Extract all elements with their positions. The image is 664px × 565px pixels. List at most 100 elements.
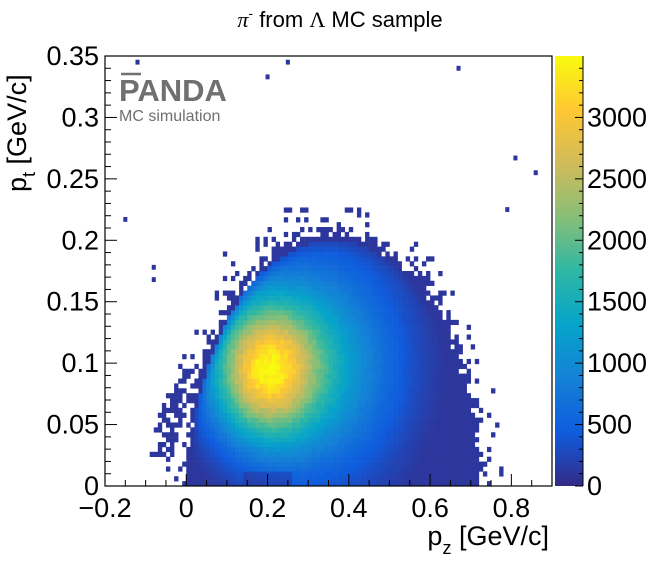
heatmap-cell [434,305,439,311]
heatmap-cell [267,358,272,365]
heatmap-cell [365,481,370,487]
heatmap-cell [417,271,423,277]
heatmap-cell [450,373,455,379]
heatmap-cell [267,354,272,360]
heatmap-cell [397,378,402,384]
heatmap-cell [377,456,382,462]
heatmap-cell [300,295,305,301]
heatmap-cell [174,412,179,418]
heatmap-cell [300,305,305,311]
heatmap-cell [291,261,297,267]
heatmap-cell [291,363,297,370]
heatmap-cell [304,319,309,326]
heatmap-cell [230,422,236,428]
heatmap-cell [413,290,419,296]
heatmap-cell [434,310,439,316]
heatmap-cell [165,446,171,453]
heatmap-cell [186,398,191,404]
heatmap-cell [328,466,333,472]
heatmap-cell [373,324,378,330]
heatmap-cell [174,407,179,414]
heatmap-cell [279,388,285,394]
heatmap-cell [438,417,443,423]
heatmap-cell [421,329,427,335]
heatmap-cell [324,383,329,389]
heatmap-cell [198,442,203,448]
heatmap-cell [397,427,402,433]
heatmap-cell [369,280,374,286]
heatmap-cell [466,427,472,433]
heatmap-cell [454,451,459,457]
heatmap-cell [230,407,236,414]
heatmap-cell [267,300,272,306]
heatmap-cell [255,349,260,355]
heatmap-cell [466,393,472,399]
heatmap-cell [271,305,276,311]
heatmap-cell [255,407,260,414]
heatmap-cell [442,319,447,326]
heatmap-cell [430,280,435,286]
heatmap-cell [320,261,325,267]
heatmap-cell [283,285,289,291]
heatmap-cell [316,300,321,306]
heatmap-cell [474,471,480,477]
heatmap-cell [389,466,394,472]
heatmap-cell [356,344,362,350]
heatmap-cell [210,329,216,335]
heatmap-cell [316,246,321,252]
heatmap-cell [194,363,199,370]
heatmap-cell [222,437,228,443]
heatmap-cell [259,422,264,428]
heatmap-cell [316,285,321,291]
heatmap-cell [344,280,350,286]
heatmap-cell [361,256,366,262]
heatmap-cell [312,334,317,340]
heatmap-cell [352,290,358,296]
heatmap-cell [352,334,358,340]
heatmap-cell [275,393,281,399]
heatmap-cell [291,402,297,409]
heatmap-cell [340,427,346,433]
heatmap-cell [393,300,398,306]
heatmap-cell [462,481,467,487]
heatmap-cell [328,427,333,433]
heatmap-cell [369,354,374,360]
heatmap-cell [226,398,232,404]
heatmap-cell [348,246,354,252]
heatmap-cell [279,363,285,370]
heatmap-cell [214,378,220,384]
heatmap-cell [308,314,313,321]
heatmap-cell [417,378,423,384]
heatmap-cell [385,407,390,414]
heatmap-cell [300,402,305,409]
heatmap-cell [417,334,423,340]
heatmap-cell [356,427,362,433]
heatmap-cell [344,407,350,414]
heatmap-cell [247,329,252,335]
heatmap-cell [328,388,333,394]
heatmap-cell [320,461,325,467]
heatmap-cell [308,280,313,286]
heatmap-cell [434,349,439,355]
heatmap-cell [430,442,435,448]
heatmap-cell [470,427,476,433]
heatmap-cell [348,310,354,316]
heatmap-cell [369,256,374,262]
heatmap-cell [393,437,398,443]
heatmap-cell [352,285,358,291]
heatmap-cell [190,466,195,472]
heatmap-cell [308,363,313,370]
heatmap-cell [194,412,199,418]
heatmap-cell [291,393,297,399]
heatmap-cell [409,466,415,472]
heatmap-cell [332,437,337,443]
heatmap-cell [324,314,329,321]
heatmap-cell [356,358,362,365]
heatmap-cell [474,456,480,462]
heatmap-cell [430,383,435,389]
heatmap-cell [385,427,390,433]
heatmap-cell [474,402,480,409]
heatmap-cell [312,251,317,257]
heatmap-cell [239,476,244,482]
heatmap-cell [365,310,370,316]
